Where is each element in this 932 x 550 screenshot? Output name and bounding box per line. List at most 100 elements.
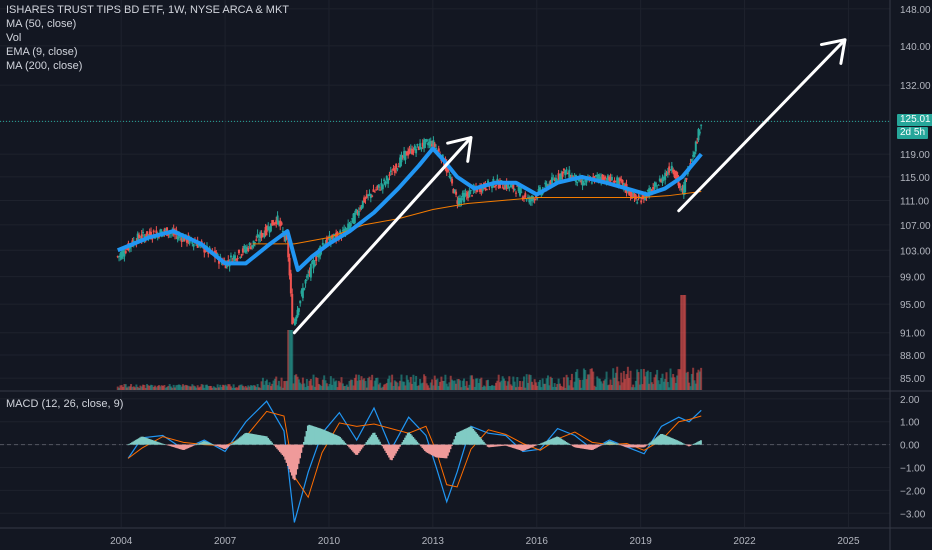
candle-body xyxy=(554,177,557,184)
volume-bar xyxy=(352,385,355,390)
candle-body xyxy=(120,251,123,259)
macd-histogram-bar xyxy=(297,444,300,464)
volume-bar xyxy=(665,372,668,390)
indicator-macd[interactable]: MACD (12, 26, close, 9) xyxy=(6,398,124,410)
macd-histogram-bar xyxy=(568,443,571,445)
price-series xyxy=(116,124,703,326)
candle-body xyxy=(259,232,262,239)
candle-body xyxy=(522,196,525,198)
candle-body xyxy=(355,209,358,214)
candle-body xyxy=(348,224,351,231)
macd-histogram-bar xyxy=(597,444,600,447)
candle-body xyxy=(614,180,617,182)
macd-histogram-bar xyxy=(413,438,416,445)
volume-bar xyxy=(219,384,222,390)
macd-histogram-bar xyxy=(376,437,379,445)
volume-bar xyxy=(553,383,556,390)
candle-body xyxy=(264,227,267,236)
candle-body xyxy=(672,169,675,173)
volume-bar xyxy=(572,387,575,390)
volume-bar xyxy=(277,380,280,390)
volume-bar xyxy=(239,384,242,390)
macd-histogram-bar xyxy=(418,444,421,446)
volume-bar xyxy=(237,385,240,390)
macd-histogram-bar xyxy=(310,425,313,445)
macd-histogram-bar xyxy=(232,442,235,445)
time-tick-label: 2010 xyxy=(318,536,341,547)
volume-bar xyxy=(661,373,664,390)
macd-histogram-bar xyxy=(348,444,351,448)
macd-histogram-bar xyxy=(492,444,495,447)
candle-body xyxy=(276,215,279,222)
volume-bar xyxy=(419,378,422,390)
price-tick-label: 132.00 xyxy=(900,81,931,92)
candle-body xyxy=(660,179,663,183)
macd-histogram-bar xyxy=(476,433,479,445)
candle-body xyxy=(488,185,491,188)
macd-histogram-bar xyxy=(185,444,188,449)
macd-histogram-bar xyxy=(517,444,520,450)
volume-bar xyxy=(638,384,641,390)
macd-histogram-bar xyxy=(249,433,252,445)
macd-histogram-bar xyxy=(678,441,681,445)
macd-histogram-bar xyxy=(266,437,269,445)
volume-bar xyxy=(592,371,595,390)
macd-histogram-bar xyxy=(542,442,545,445)
volume-bar xyxy=(291,330,294,390)
macd-histogram-bar xyxy=(601,444,604,446)
volume-bar xyxy=(573,381,576,390)
indicator-ma200[interactable]: MA (200, close) xyxy=(6,60,83,72)
volume-bar xyxy=(284,381,287,390)
macd-histogram-bar xyxy=(324,430,327,445)
macd-histogram-bar xyxy=(177,444,180,449)
indicator-ma50[interactable]: MA (50, close) xyxy=(6,18,77,30)
candle-body xyxy=(696,142,699,144)
macd-histogram-bar xyxy=(538,443,541,445)
macd-histogram-bar xyxy=(509,444,512,448)
volume-bar xyxy=(229,386,232,390)
macd-histogram-bar xyxy=(161,443,164,445)
candle-body xyxy=(379,189,382,191)
volume-bar xyxy=(546,375,549,390)
volume-bar xyxy=(445,383,448,390)
macd-histogram-bar xyxy=(368,438,371,445)
indicator-vol[interactable]: Vol xyxy=(6,32,22,44)
price-tick-label: 148.00 xyxy=(900,5,931,16)
macd-histogram-bar xyxy=(221,444,224,449)
candle-body xyxy=(255,239,258,241)
volume-bar xyxy=(244,385,247,390)
volume-bar xyxy=(529,375,532,390)
candle-body xyxy=(411,148,414,155)
candle-body xyxy=(409,148,412,150)
volume-bar xyxy=(447,386,450,390)
volume-bar xyxy=(600,381,603,390)
macd-histogram-bar xyxy=(472,428,475,445)
volume-bar xyxy=(460,387,463,390)
candle-body xyxy=(381,184,384,190)
volume-bar xyxy=(681,295,684,390)
candle-body xyxy=(459,198,462,203)
volume-bar xyxy=(116,386,119,390)
macd-histogram-bar xyxy=(615,443,618,445)
symbol-title[interactable]: ISHARES TRUST TIPS BD ETF, 1W, NYSE ARCA… xyxy=(6,4,290,16)
volume-bar xyxy=(217,387,220,390)
indicator-ema9[interactable]: EMA (9, close) xyxy=(6,46,78,58)
macd-histogram-bar xyxy=(139,437,142,445)
candle-body xyxy=(192,244,195,247)
macd-histogram-bar xyxy=(171,444,174,447)
volume-bar xyxy=(467,387,470,390)
candle-body xyxy=(380,182,383,187)
volume-bar xyxy=(617,381,620,390)
macd-histogram-bar xyxy=(595,444,598,448)
macd-histogram-bar xyxy=(143,437,146,445)
volume-bar xyxy=(504,380,507,390)
candle-body xyxy=(316,254,319,257)
volume-bar xyxy=(179,384,182,390)
volume-bar xyxy=(530,381,533,390)
macd-histogram-bar xyxy=(225,444,228,448)
volume-bar xyxy=(593,385,596,390)
volume-bar xyxy=(541,378,544,390)
volume-bar xyxy=(557,378,560,390)
volume-bar xyxy=(552,386,555,390)
